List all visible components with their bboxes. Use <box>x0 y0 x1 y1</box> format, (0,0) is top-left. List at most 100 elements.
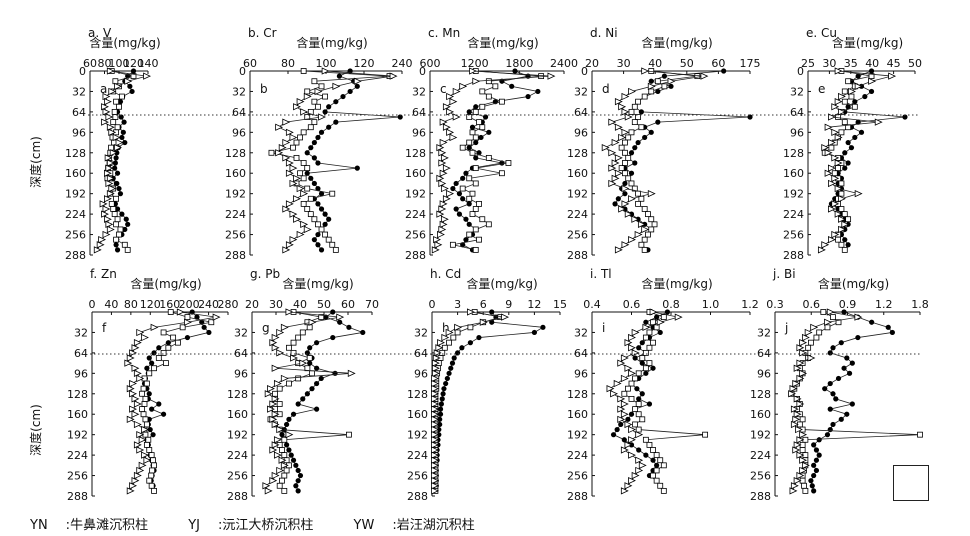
data-point-yw <box>431 395 440 403</box>
data-point-yw <box>136 328 145 337</box>
data-point-yn <box>307 360 313 366</box>
y-tick-label: 224 <box>407 449 428 462</box>
data-point-yw <box>442 164 451 172</box>
panel-title: j. Bi <box>772 267 796 281</box>
data-point-yj <box>635 190 641 197</box>
data-point-yj <box>113 195 119 202</box>
data-point-yn <box>808 478 814 484</box>
y-tick-label: 32 <box>790 85 804 98</box>
data-point-yj <box>621 390 628 397</box>
data-point-yw <box>437 339 445 347</box>
data-point-yw <box>799 339 808 347</box>
data-point-yn <box>346 324 352 330</box>
data-point-yj <box>283 467 290 474</box>
x-tick-label: 45 <box>887 57 901 70</box>
data-point-yw <box>276 425 285 434</box>
data-point-yj <box>625 175 632 182</box>
data-point-yw <box>624 441 633 449</box>
data-point-yw <box>133 420 142 429</box>
data-point-yj <box>184 314 191 321</box>
data-point-yn <box>333 119 339 125</box>
data-point-yn <box>824 432 831 438</box>
data-point-yn <box>288 452 294 458</box>
data-point-yj <box>838 241 845 248</box>
data-point-yn <box>855 119 861 125</box>
data-point-yw <box>624 482 633 490</box>
data-point-yj <box>660 487 667 494</box>
x-tick-label: 0.3 <box>766 298 784 311</box>
data-point-yw <box>432 354 441 362</box>
data-point-yj <box>841 246 848 253</box>
data-point-yj <box>618 144 625 151</box>
data-point-yj <box>628 395 635 402</box>
data-point-yw <box>838 92 846 101</box>
data-point-yn <box>311 139 317 146</box>
data-point-yw <box>285 200 294 208</box>
data-point-yw <box>834 184 843 193</box>
data-point-yw <box>854 82 863 90</box>
data-point-yn <box>441 386 447 392</box>
data-point-yw <box>104 215 112 223</box>
data-point-yn <box>112 165 118 171</box>
data-point-yw <box>141 333 149 342</box>
data-point-yj <box>631 185 638 192</box>
data-point-yj <box>111 211 118 218</box>
data-point-yj <box>148 482 155 489</box>
data-point-yw <box>647 190 656 198</box>
data-point-yj <box>841 119 848 126</box>
data-point-yw <box>273 379 282 388</box>
data-point-yn <box>512 68 518 74</box>
data-point-yn <box>827 406 833 412</box>
data-point-yn <box>112 160 118 166</box>
y-tick-label: 224 <box>750 449 771 462</box>
data-point-yw <box>618 133 627 142</box>
x-tick-label: 50 <box>317 298 331 311</box>
data-point-yn <box>314 406 320 412</box>
data-point-yn <box>437 416 443 422</box>
data-point-yj <box>311 98 318 105</box>
data-point-yw <box>314 87 323 96</box>
data-point-yn <box>293 483 299 489</box>
data-point-yw <box>278 456 287 464</box>
data-point-yj <box>622 170 628 177</box>
data-point-yn <box>830 421 836 428</box>
data-point-yw <box>436 210 445 218</box>
data-point-yw <box>303 92 312 101</box>
x-tick-label: 0.8 <box>662 298 680 311</box>
data-point-yw <box>264 390 273 398</box>
data-point-yw <box>831 154 840 162</box>
data-point-yj <box>702 431 709 438</box>
data-point-yj <box>454 329 461 336</box>
x-axis-label: 含量(mg/kg) <box>641 35 712 50</box>
x-tick-label: 60 <box>341 298 355 311</box>
panel-title: i. Tl <box>590 267 612 281</box>
data-point-yn <box>315 185 321 192</box>
x-tick-label: 30 <box>617 57 631 70</box>
data-point-yw <box>431 400 440 408</box>
data-point-yw <box>300 108 309 116</box>
y-tick-label: 0 <box>581 65 588 78</box>
data-point-yj <box>281 452 288 459</box>
data-point-yn <box>835 375 842 382</box>
data-point-yw <box>282 205 291 213</box>
data-point-yn <box>614 426 620 433</box>
data-point-yn <box>309 386 315 392</box>
data-point-yj <box>632 406 638 413</box>
data-point-yw <box>433 349 442 357</box>
y-tick-label: 224 <box>225 208 246 221</box>
data-point-yn <box>117 99 124 105</box>
data-point-yw <box>285 128 294 136</box>
data-point-yj <box>868 73 875 80</box>
data-point-yw <box>114 144 123 152</box>
data-point-yw <box>131 344 140 352</box>
data-point-yn <box>446 370 452 376</box>
y-tick-label: 256 <box>227 470 248 483</box>
data-point-yw <box>267 405 275 413</box>
data-point-yj <box>632 375 638 382</box>
data-point-yj <box>646 360 653 367</box>
data-point-yn <box>721 68 727 74</box>
data-point-yn <box>314 340 320 346</box>
x-tick-label: 9 <box>505 298 512 311</box>
data-point-yj <box>143 421 150 428</box>
data-point-yj <box>653 452 660 459</box>
